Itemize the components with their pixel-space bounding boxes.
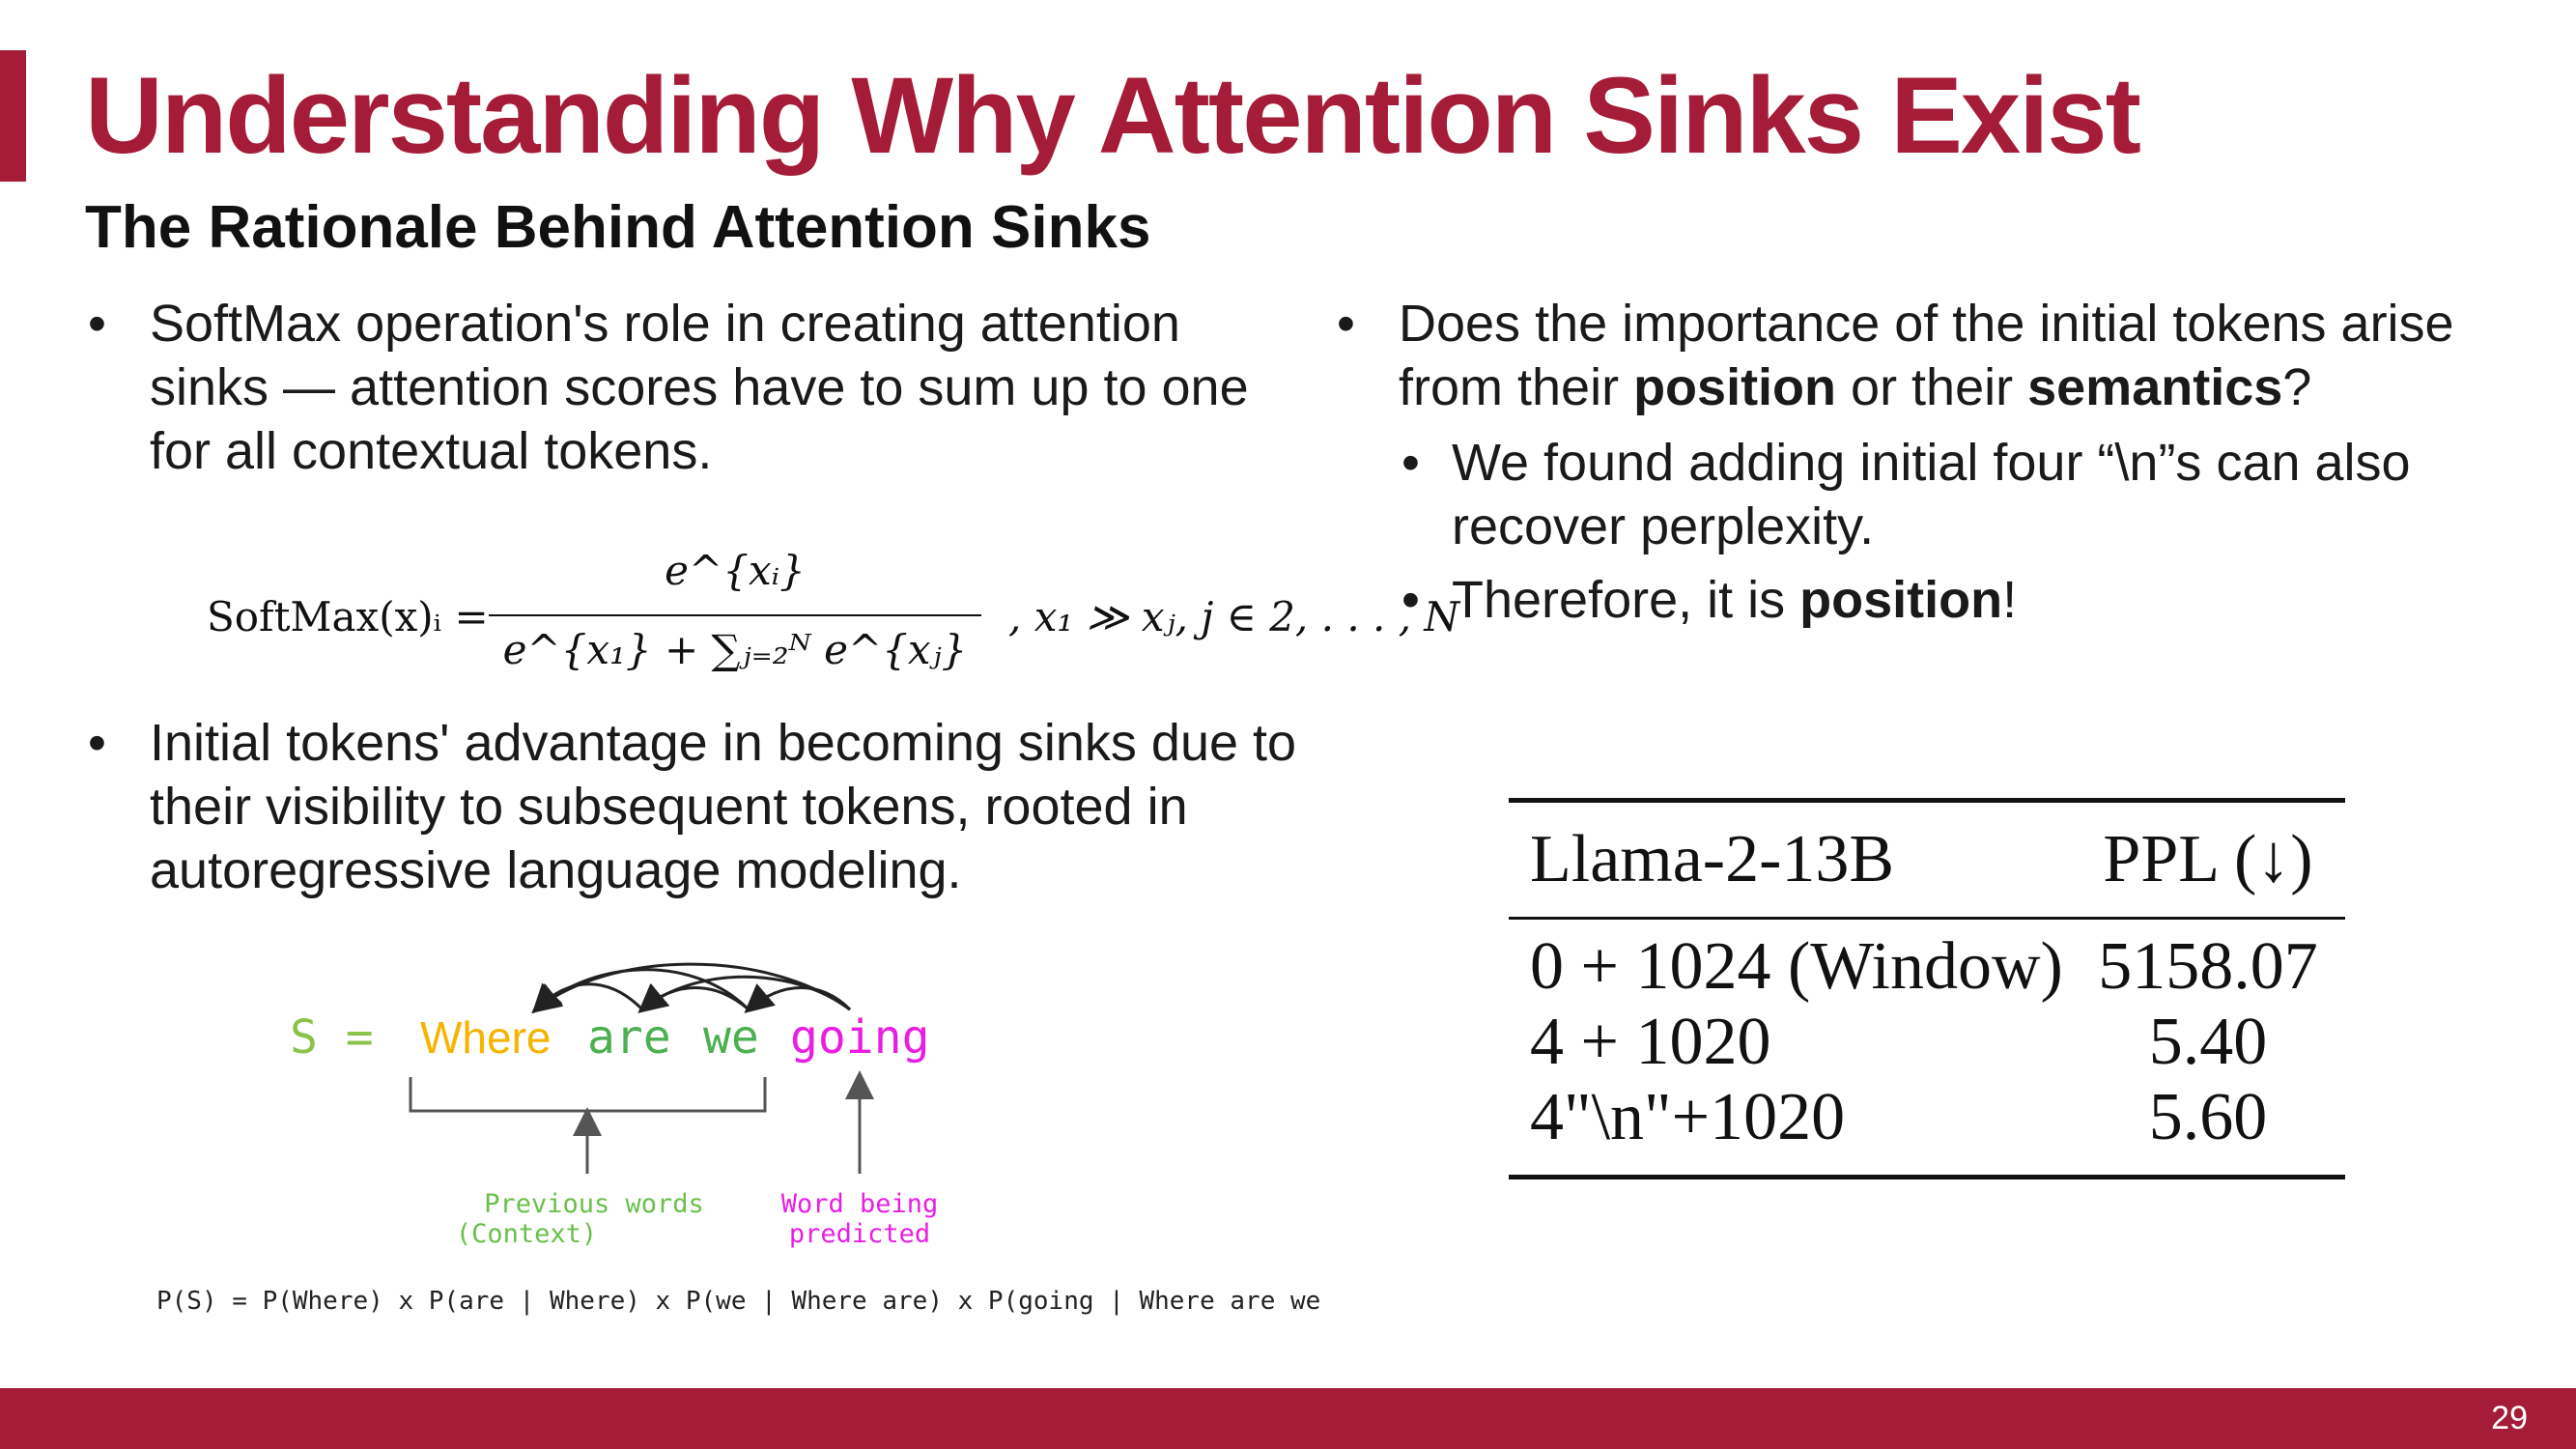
right-subbullet-conclusion-prefix: Therefore, it is [1452, 571, 1800, 629]
table-bottom-rule [1509, 1175, 2345, 1179]
sentence: S = Where are we going [290, 1010, 930, 1065]
title-accent-bar [0, 50, 26, 182]
right-bullet-question-prefix: Does the importance of the initial token… [1399, 295, 2454, 416]
ppl-table: Llama-2-13B PPL (↓) 0 + 1024 (Window) 51… [1509, 798, 2345, 1179]
table-header-ppl: PPL (↓) [2103, 822, 2313, 896]
page-number: 29 [2491, 1400, 2528, 1436]
word-where: Where [420, 1012, 551, 1063]
right-bullet-question: • Does the importance of the initial tok… [1337, 292, 2529, 419]
table-cell-config: 4"\n"+1020 [1530, 1080, 1846, 1154]
right-bullet-question-mid: or their [1836, 358, 2028, 416]
left-bullet-initial-tokens: • Initial tokens' advantage in becoming … [88, 711, 1309, 902]
slide-subtitle: The Rationale Behind Attention Sinks [85, 194, 1151, 261]
context-label-line2: (Context) [456, 1219, 597, 1249]
bullet-dot: • [88, 714, 106, 772]
formula-numerator: e^{xᵢ} [665, 547, 806, 594]
word-are: are [587, 1010, 671, 1065]
left-bullet-softmax-text: SoftMax operation's role in creating att… [150, 295, 1249, 480]
formula-condition: , x₁ ≫ xⱼ, j ∈ 2, . . . , N [1008, 593, 1460, 640]
table-cell-ppl: 5.40 [2148, 1005, 2268, 1079]
right-subbullet-conclusion-bold: position [1799, 571, 2003, 629]
table-mid-rule [1509, 917, 2345, 920]
table-header-row: Llama-2-13B PPL (↓) [1509, 803, 2345, 917]
table-row: 0 + 1024 (Window) 5158.07 [1509, 929, 2345, 1005]
right-subbullet-newlines: • We found adding initial four “\n”s can… [1401, 431, 2524, 558]
table-cell-config: 0 + 1024 (Window) [1530, 929, 2063, 1004]
predicted-label-line2: predicted [789, 1219, 930, 1249]
bullet-dot: • [1401, 571, 1420, 629]
formula-lhs: SoftMax(x)ᵢ = [207, 593, 489, 640]
table-row: 4"\n"+1020 5.60 [1509, 1080, 2345, 1155]
slide-title: Understanding Why Attention Sinks Exist [85, 55, 2141, 176]
bullet-dot: • [88, 295, 106, 353]
table-cell-ppl: 5.60 [2148, 1080, 2268, 1154]
right-subbullet-conclusion-suffix: ! [2002, 571, 2018, 629]
formula-denominator: e^{x₁} + ∑ⱼ₌₂ᴺ e^{xⱼ} [502, 626, 968, 673]
autoregressive-diagram: S = Where are we going Previous words (C… [145, 956, 1336, 1343]
word-we: we [703, 1010, 759, 1065]
bullet-dot: • [1337, 295, 1355, 353]
predicted-label-line1: Word being [781, 1189, 939, 1219]
right-subbullet-newlines-text: We found adding initial four “\n”s can a… [1452, 434, 2411, 555]
table-row: 4 + 1020 5.40 [1509, 1005, 2345, 1080]
arc-going-we [744, 982, 852, 1013]
table-cell-config: 4 + 1020 [1530, 1005, 1771, 1079]
context-label-line1: Previous words [484, 1189, 704, 1219]
formula-fraction: e^{xᵢ} e^{x₁} + ∑ⱼ₌₂ᴺ e^{xⱼ} [489, 547, 981, 692]
probability-equation: P(S) = P(Where) x P(are | Where) x P(we … [156, 1287, 1323, 1316]
right-bullet-question-bold-position: position [1633, 358, 1837, 416]
bullet-dot: • [1401, 434, 1420, 492]
right-subbullet-conclusion: • Therefore, it is position! [1401, 568, 2524, 632]
autoregressive-diagram-svg: S = Where are we going Previous words (C… [156, 962, 1336, 1316]
left-bullet-softmax: • SoftMax operation's role in creating a… [88, 292, 1309, 483]
sentence-prefix: S = [290, 1010, 374, 1065]
word-going: going [790, 1010, 930, 1065]
diagram-labels: Previous words (Context) Word being pred… [456, 1189, 938, 1249]
arc-are-where [531, 982, 644, 1014]
context-bracket [409, 1077, 767, 1113]
formula-fraction-bar [489, 614, 981, 616]
arc-we-are [637, 982, 750, 1013]
right-bullet-question-suffix: ? [2282, 358, 2312, 416]
attention-arcs [531, 962, 852, 1014]
footer-bar: 29 [0, 1388, 2576, 1449]
left-bullet-initial-tokens-text: Initial tokens' advantage in becoming si… [150, 714, 1297, 899]
table-top-rule [1509, 798, 2345, 803]
table-header-model: Llama-2-13B [1530, 822, 1895, 896]
arc-going-are [637, 975, 851, 1013]
right-bullet-question-bold-semantics: semantics [2027, 358, 2283, 416]
table-cell-ppl: 5158.07 [2098, 929, 2318, 1004]
